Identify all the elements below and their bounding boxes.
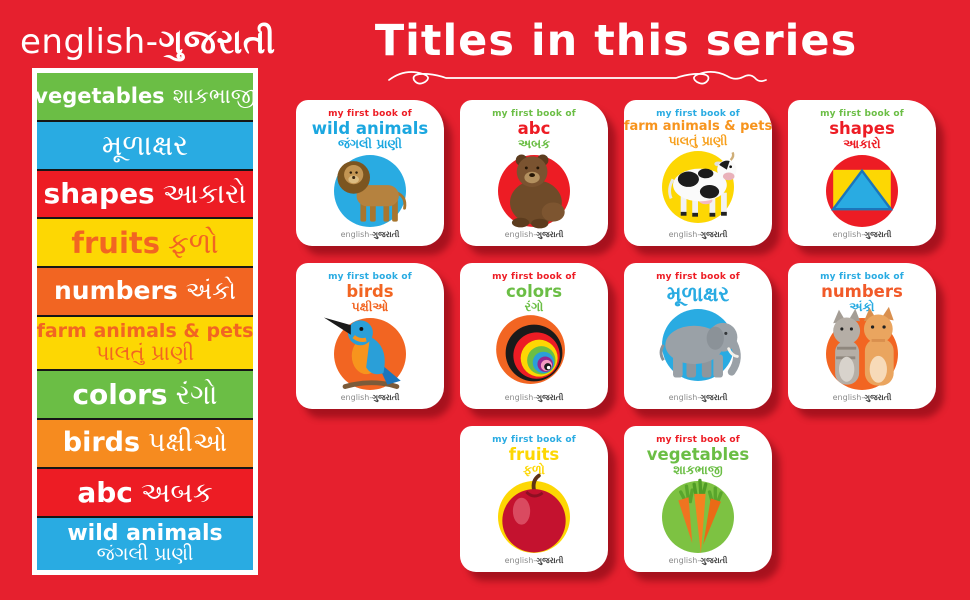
book-footer: english-ગુજરાતી	[832, 393, 892, 402]
apple-image	[485, 467, 583, 563]
book-footer: english-ગુજરાતી	[832, 230, 892, 239]
book-tagline: my first book of	[656, 272, 740, 282]
color-rings-image	[490, 310, 578, 396]
book-card-gujarati-alphabet[interactable]: my first book of મૂળાક્ષર english-ગુજરાત…	[624, 263, 772, 409]
sidebar-language-header: english-ગુજરાતી	[20, 22, 275, 62]
series-list-item-vegetables: vegetables શાકભાજી	[34, 73, 256, 120]
page-title: Titles in this series	[374, 16, 858, 66]
book-cover-circle	[498, 154, 570, 229]
book-tagline: my first book of	[656, 435, 740, 445]
book-tagline: my first book of	[328, 272, 412, 282]
book-subtitle: રંગો	[524, 299, 544, 315]
book-title: shapes	[829, 119, 895, 138]
book-tagline: my first book of	[656, 109, 740, 119]
series-list-item-fruits: fruits ફળો	[37, 219, 253, 267]
book-title: wild animals	[311, 119, 429, 138]
book-subtitle: પાલતું પ્રાણી	[668, 132, 728, 148]
book-subtitle: શાકભાજી	[673, 462, 723, 478]
book-tagline: my first book of	[820, 272, 904, 282]
book-footer: english-ગુજરાતી	[340, 393, 400, 402]
shapes-image	[813, 141, 911, 237]
book-cover-circle	[498, 473, 570, 554]
book-title: numbers	[821, 282, 903, 301]
flourish-divider	[388, 71, 767, 85]
book-card-birds[interactable]: my first book of birds પક્ષીઓ english-ગુ…	[296, 263, 444, 409]
book-cover-circle	[496, 315, 570, 388]
book-subtitle: અબક	[517, 136, 551, 152]
book-subtitle: આકારો	[843, 136, 881, 152]
book-card-farm-animals-pets[interactable]: my first book of farm animals & pets પાલ…	[624, 100, 772, 246]
book-title: મૂળાક્ષર	[666, 282, 730, 306]
book-card-vegetables[interactable]: my first book of vegetables શાકભાજી engl…	[624, 426, 772, 572]
book-tagline: my first book of	[820, 109, 904, 119]
book-cover-circle	[323, 317, 406, 391]
book-subtitle: પક્ષીઓ	[351, 299, 389, 315]
series-list-item-gujarati-alphabet: મૂળાક્ષર	[37, 121, 253, 169]
book-title: colors	[505, 282, 563, 301]
book-title: birds	[346, 282, 394, 301]
series-list-item-abc: abc અબક	[37, 468, 253, 516]
book-footer: english-ગુજરાતી	[668, 393, 728, 402]
bear-image	[485, 141, 583, 237]
book-footer: english-ગુજરાતી	[340, 230, 400, 239]
series-list-item-colors: colors રંગો	[37, 371, 253, 419]
series-list-item-farm-animals-pets: farm animals & pets પાલતું પ્રાણી	[37, 316, 253, 370]
book-title: vegetables	[646, 445, 750, 464]
book-footer: english-ગુજરાતી	[668, 556, 728, 565]
book-footer: english-ગુજરાતી	[504, 230, 564, 239]
book-footer: english-ગુજરાતી	[504, 556, 564, 565]
book-cover-circle	[826, 155, 898, 228]
cow-image	[649, 137, 747, 233]
book-cover-circle	[662, 478, 734, 554]
book-footer: english-ગુજરાતી	[668, 230, 728, 239]
kittens-image	[813, 304, 911, 400]
book-tagline: my first book of	[492, 109, 576, 119]
sidebar-header-gujarati: ગુજરાતી	[158, 22, 276, 62]
series-list-item-numbers: numbers અંકો	[37, 268, 253, 315]
book-tagline: my first book of	[328, 109, 412, 119]
lion-image	[321, 141, 419, 237]
book-card-numbers[interactable]: my first book of numbers અંકો english-ગુ…	[788, 263, 936, 409]
book-title: abc	[517, 119, 551, 138]
book-card-abc[interactable]: my first book of abc અબક english-ગુજરાતી	[460, 100, 608, 246]
book-card-fruits[interactable]: my first book of fruits ફળો english-ગુજર…	[460, 426, 608, 572]
book-tagline: my first book of	[492, 272, 576, 282]
book-footer: english-ગુજરાતી	[504, 393, 564, 402]
series-list-item-wild-animals: wild animals જંગલી પ્રાણી	[37, 517, 253, 571]
book-cover-circle	[826, 306, 898, 391]
carrots-image	[649, 467, 747, 563]
series-list: vegetables શાકભાજી મૂળાક્ષર shapes આકારો…	[32, 68, 258, 575]
book-title: farm animals & pets	[623, 119, 773, 134]
book-card-colors[interactable]: my first book of colors રંગો english-ગુજ…	[460, 263, 608, 409]
book-grid: my first book of wild animals જંગલી પ્રા…	[296, 100, 936, 572]
book-card-shapes[interactable]: my first book of shapes આકારો english-ગુ…	[788, 100, 936, 246]
book-cover-circle	[659, 309, 741, 382]
book-title: fruits	[508, 445, 560, 464]
book-subtitle: જંગલી પ્રાણી	[338, 136, 402, 152]
book-tagline: my first book of	[492, 435, 576, 445]
elephant-image	[649, 295, 747, 391]
series-list-item-birds: birds પક્ષીઓ	[37, 420, 253, 467]
sidebar-header-english: english-	[20, 22, 159, 62]
book-cover-circle	[662, 151, 737, 224]
series-list-item-shapes: shapes આકારો	[37, 170, 253, 218]
kingfisher-image	[321, 304, 419, 400]
book-subtitle: ફળો	[523, 462, 545, 478]
book-card-wild-animals[interactable]: my first book of wild animals જંગલી પ્રા…	[296, 100, 444, 246]
book-cover-circle	[334, 155, 407, 228]
